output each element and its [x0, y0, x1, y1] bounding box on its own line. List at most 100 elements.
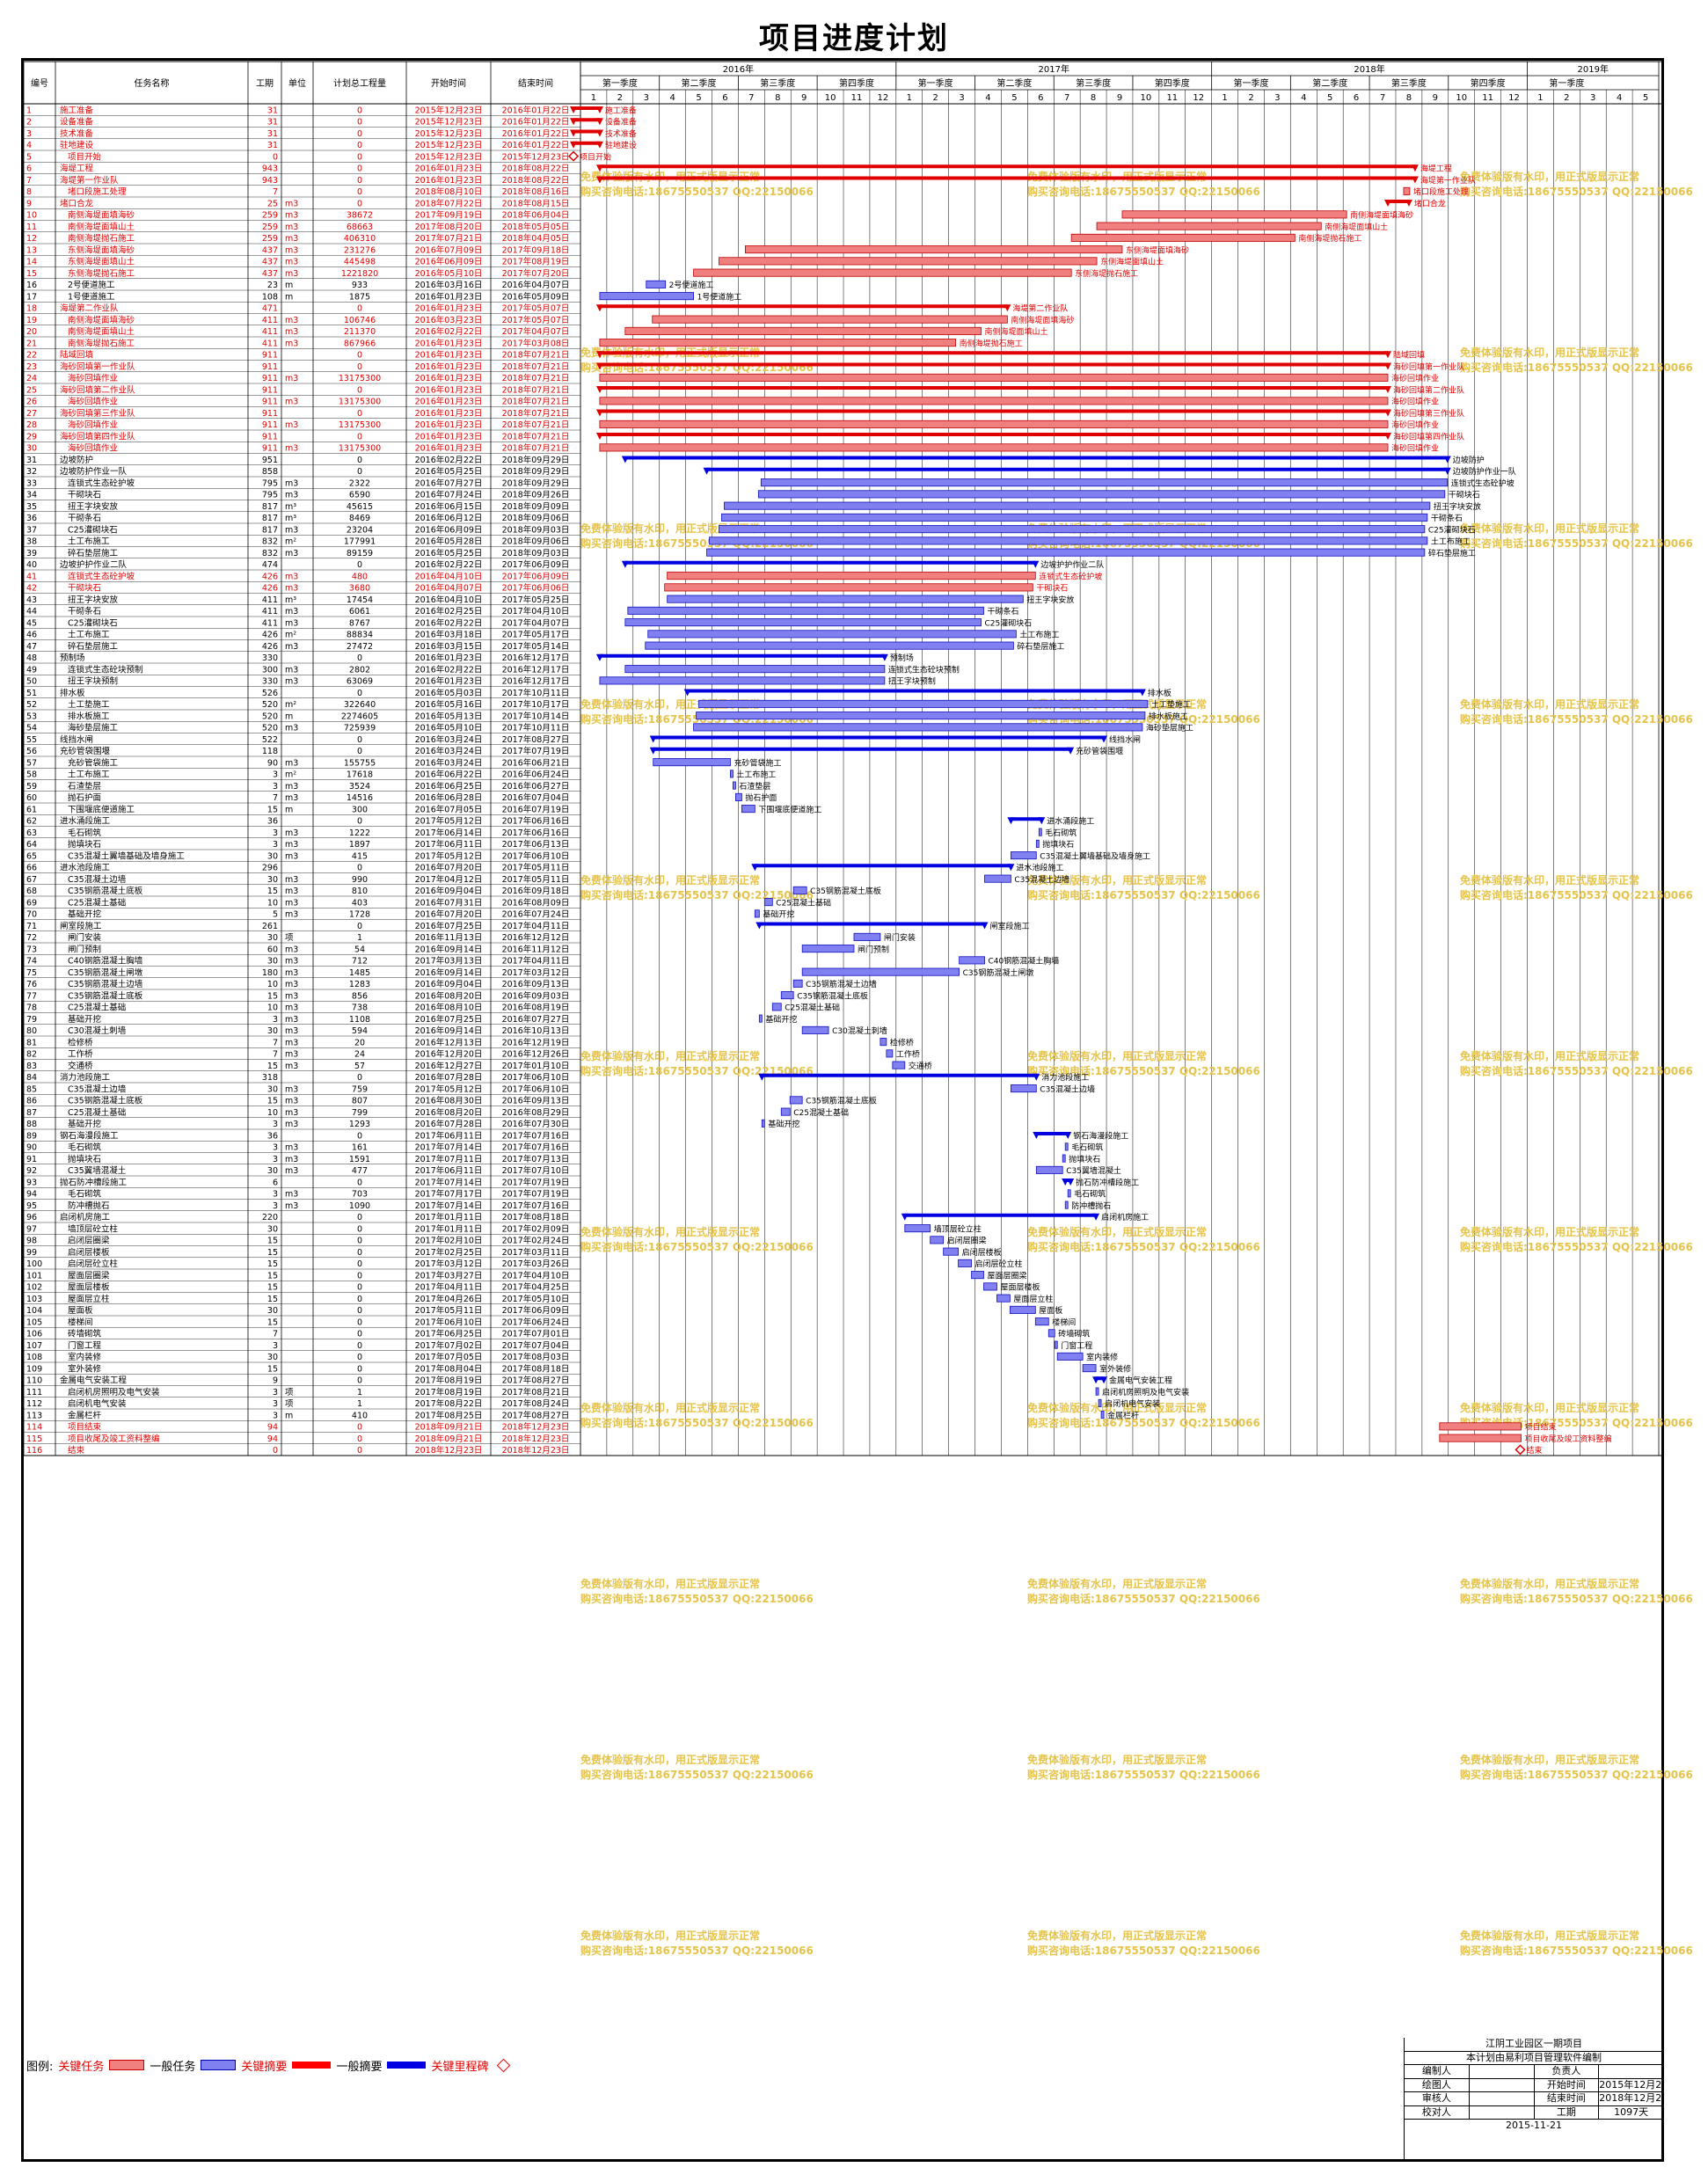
task-bar — [599, 420, 1389, 428]
task-id: 95 — [26, 1201, 37, 1211]
task-duration: 31 — [267, 106, 278, 115]
task-duration: 426 — [262, 642, 278, 652]
summary-cap — [595, 129, 603, 137]
watermark-text: 免费体验版有水印，用正式版显示正常 — [1027, 1753, 1207, 1766]
task-start: 2018年09月21日 — [415, 1422, 483, 1433]
task-unit: m3 — [285, 1108, 298, 1118]
bar-label: 碎石垫层施工 — [1017, 641, 1064, 652]
month-label: 7 — [1380, 93, 1385, 103]
task-end: 2017年06月24日 — [502, 1317, 570, 1327]
task-end: 2018年07月21日 — [502, 431, 570, 442]
bar-label: 防冲槽抛石 — [1071, 1200, 1111, 1211]
task-id: 111 — [26, 1388, 42, 1398]
task-id: 52 — [26, 700, 37, 710]
task-quantity: 0 — [357, 1259, 362, 1269]
bar-label: 消力池段施工 — [1041, 1072, 1089, 1083]
task-bar — [761, 1119, 765, 1127]
task-quantity: 155755 — [344, 758, 376, 768]
task-duration: 15 — [267, 1295, 278, 1304]
watermark-text: 购买咨询电话:18675550537 QQ:22150066 — [1460, 1592, 1693, 1605]
task-start: 2017年06月11日 — [415, 1165, 483, 1176]
task-unit: m3 — [285, 1120, 298, 1129]
bar-label: 连锁式生态砼护坡 — [1451, 478, 1515, 488]
task-start: 2016年01月23日 — [415, 175, 483, 186]
task-name: 结束 — [68, 1445, 85, 1456]
task-end: 2017年05月11日 — [502, 863, 570, 873]
task-bar — [930, 1236, 945, 1244]
task-id: 71 — [26, 922, 37, 931]
task-quantity: 415 — [352, 851, 368, 861]
task-duration: 3 — [273, 770, 278, 780]
task-end: 2016年12月19日 — [502, 1037, 570, 1047]
task-end: 2017年04月10日 — [502, 1270, 570, 1281]
task-end: 2018年07月21日 — [502, 361, 570, 372]
task-end: 2017年05月25日 — [502, 595, 570, 605]
task-start: 2016年09月14日 — [415, 967, 483, 978]
task-duration: 318 — [262, 1073, 278, 1083]
task-name: 干砌条石 — [68, 513, 101, 523]
task-bar — [853, 932, 881, 941]
task-quantity: 1897 — [349, 840, 370, 850]
bar-label: C40钢筋混凝土胸墙 — [989, 956, 1060, 967]
task-bar — [1067, 1189, 1071, 1198]
task-end: 2017年09月18日 — [502, 244, 570, 255]
watermark-text: 免费体验版有水印，用正式版显示正常 — [580, 522, 760, 535]
info-box: 江阴工业园区一期项目 本计划由易利项目管理软件编制 编制人 负责人 绘图人 开始时间… — [1404, 2038, 1663, 2159]
bar-label: 南侧海堤面填山土 — [1325, 222, 1388, 232]
bar-label: 楼梯间 — [1052, 1317, 1076, 1327]
task-name: C35混凝土翼墙基础及墙身施工 — [68, 850, 185, 861]
task-duration: 30 — [267, 933, 278, 943]
task-id: 24 — [26, 374, 37, 383]
task-bar — [719, 525, 1426, 534]
task-end: 2017年04月07日 — [502, 617, 570, 628]
task-unit: m3 — [285, 607, 298, 617]
task-quantity: 0 — [357, 141, 362, 150]
task-start: 2017年06月10日 — [415, 1317, 483, 1327]
task-id: 78 — [26, 1003, 37, 1013]
task-duration: 911 — [262, 398, 278, 407]
task-duration: 36 — [267, 1131, 278, 1141]
task-duration: 3 — [273, 1399, 278, 1409]
task-start: 2017年08月19日 — [415, 1376, 483, 1386]
task-end: 2017年06月09日 — [502, 559, 570, 570]
task-name: 抛填块石 — [68, 839, 101, 850]
legend: 图例: 关键任务 一般任务 关键摘要 一般摘要 关键里程碑 — [26, 2054, 511, 2076]
task-id: 98 — [26, 1237, 37, 1246]
task-name: 干砌条石 — [68, 606, 101, 617]
task-start: 2016年01月23日 — [415, 338, 483, 348]
task-id: 106 — [26, 1330, 42, 1339]
bar-label: 南侧海堤面填山土 — [985, 326, 1048, 337]
task-name: C35钢筋混凝土闸墩 — [68, 967, 143, 978]
watermark-text: 购买咨询电话:18675550537 QQ:22150066 — [1460, 1240, 1693, 1253]
task-unit: m² — [285, 770, 296, 780]
task-end: 2016年07月27日 — [502, 1014, 570, 1025]
task-id: 49 — [26, 665, 37, 675]
task-quantity: 6061 — [349, 607, 370, 617]
task-duration: 3 — [273, 1190, 278, 1200]
task-start: 2016年06月28日 — [415, 792, 483, 803]
task-quantity: 0 — [357, 176, 362, 186]
task-name: 钢石海漫段施工 — [60, 1130, 119, 1141]
column-header: 单位 — [288, 77, 306, 89]
task-quantity: 0 — [357, 1446, 362, 1456]
task-bar — [599, 292, 694, 301]
task-start: 2017年08月19日 — [415, 1387, 483, 1398]
watermark-text: 购买咨询电话:18675550537 QQ:22150066 — [1460, 888, 1693, 901]
task-quantity: 0 — [357, 1237, 362, 1246]
task-name: 干砌块石 — [68, 490, 101, 500]
task-start: 2016年02月22日 — [415, 617, 483, 628]
task-name: 海砂回填作业 — [68, 420, 118, 430]
task-start: 2015年12月23日 — [415, 117, 483, 128]
month-label: 5 — [1327, 93, 1332, 103]
watermark-text: 免费体验版有水印，用正式版显示正常 — [580, 1049, 760, 1062]
task-name: 海砂回填作业 — [68, 443, 118, 454]
task-quantity: 211370 — [344, 327, 376, 337]
bar-label: 海堤第一作业队 — [1420, 175, 1476, 186]
task-name: 启闭机房照明及电气安装 — [68, 1387, 160, 1398]
task-quantity: 8469 — [349, 514, 370, 523]
task-end: 2016年09月18日 — [502, 886, 570, 896]
task-duration: 951 — [262, 456, 278, 465]
task-duration: 25 — [267, 199, 278, 208]
bar-label: 预制场 — [890, 653, 914, 663]
summary-cap — [1384, 351, 1392, 359]
